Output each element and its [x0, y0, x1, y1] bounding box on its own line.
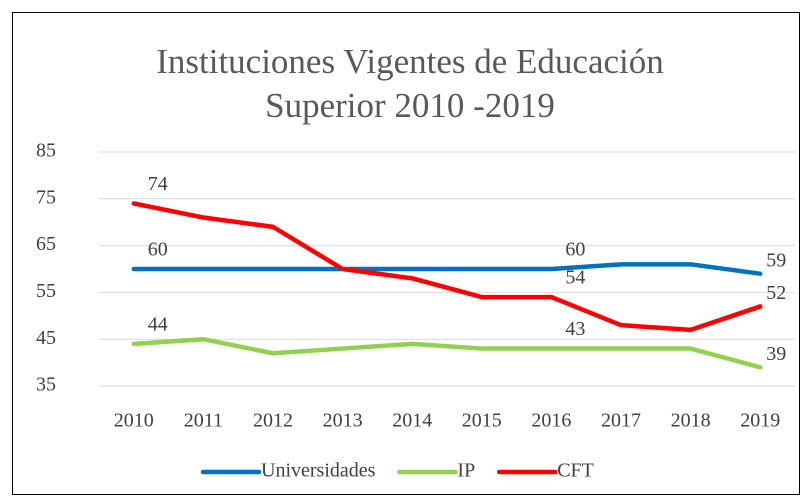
legend-label: IP: [457, 460, 475, 482]
x-tick-label: 2016: [531, 410, 571, 432]
y-tick-label: 45: [36, 327, 56, 349]
series-line: [131, 201, 763, 333]
data-label: 74: [148, 173, 168, 195]
legend-label: CFT: [557, 460, 594, 482]
data-label: 52: [766, 282, 786, 304]
y-tick-label: 75: [36, 186, 56, 208]
x-tick-label: 2013: [323, 410, 363, 432]
x-tick-label: 2017: [601, 410, 641, 432]
x-tick-label: 2015: [462, 410, 502, 432]
y-tick-label: 55: [36, 280, 56, 302]
x-tick-label: 2012: [253, 410, 293, 432]
x-tick-label: 2019: [740, 410, 780, 432]
series-line: [131, 336, 763, 370]
data-label: 43: [565, 318, 585, 340]
data-label: 39: [766, 343, 786, 365]
data-label: 59: [766, 249, 786, 271]
data-label: 54: [565, 267, 585, 289]
legend-label: Universidades: [261, 460, 376, 482]
y-tick-label: 85: [36, 140, 56, 162]
x-tick-label: 2010: [114, 410, 154, 432]
plot: 35 45 55 65 75 85 2010 2011 2012 2013 2014 2015 2016…: [36, 140, 795, 482]
y-tick-label: 65: [36, 233, 56, 255]
chart-title: Instituciones Vigentes de Educación Supe…: [156, 42, 664, 125]
x-tick-label: 2011: [184, 410, 223, 432]
x-tick-label: 2014: [392, 410, 432, 432]
data-label: 60: [565, 239, 585, 261]
x-tick-label: 2018: [671, 410, 711, 432]
series-line: [131, 262, 763, 276]
data-label: 44: [148, 313, 168, 335]
chart-border: [12, 12, 800, 495]
y-tick-label: 35: [36, 374, 56, 396]
data-label: 60: [148, 239, 168, 261]
